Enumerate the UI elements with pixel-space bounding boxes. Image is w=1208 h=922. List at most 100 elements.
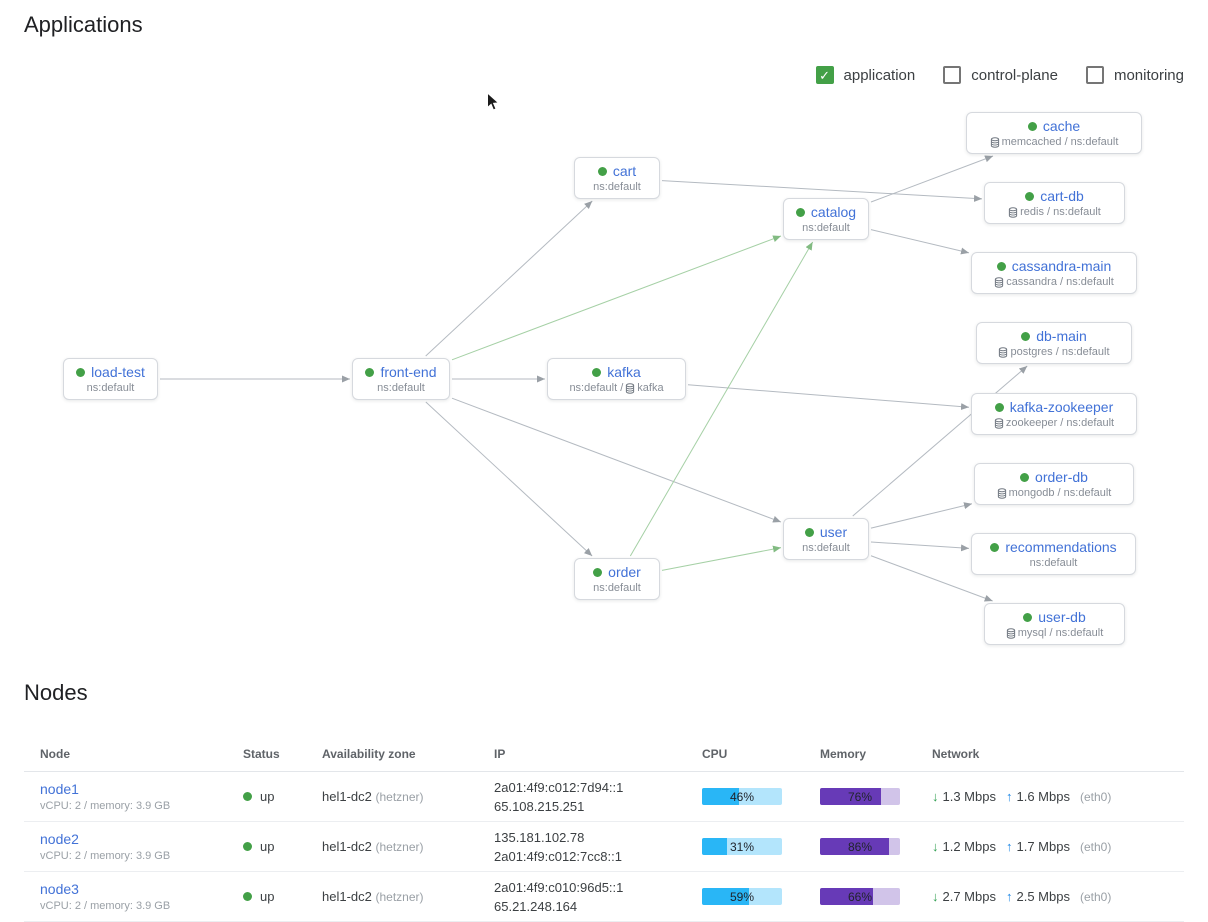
status-dot (1021, 331, 1031, 341)
subtitle-text: memcached / ns:default (1001, 136, 1119, 148)
upload-arrow-icon: ↑ (1005, 789, 1013, 804)
zone-provider: (hetzner) (375, 840, 424, 854)
graph-filters: ✓ application control-plane monitoring (815, 66, 1184, 84)
node-label: front-end (380, 364, 437, 380)
node-label: recommendations (1005, 539, 1117, 555)
graph-node-catalog[interactable]: catalog ns:default (783, 198, 869, 240)
zone-provider: (hetzner) (375, 790, 424, 804)
cpu-bar: 59% (702, 888, 782, 905)
subtitle-text: ns:default (1029, 557, 1078, 569)
checkbox-icon[interactable] (1085, 66, 1104, 84)
bar-percent: 59% (729, 889, 755, 904)
zone-name: hel1-dc2 (322, 789, 376, 804)
download-value: 2.7 Mbps (942, 889, 996, 904)
column-header-cpu: CPU (702, 746, 728, 761)
edge-front-end-order (425, 401, 593, 557)
column-header-network: Network (932, 746, 980, 761)
download-value: 1.3 Mbps (942, 789, 996, 804)
graph-node-recommendations[interactable]: recommendations ns:default (971, 533, 1136, 575)
interface-label: (eth0) (1079, 839, 1112, 854)
status-dot (365, 367, 375, 377)
ip-address: 2a01:4f9:c010:96d5::1 (494, 879, 624, 895)
nodes-table-header: Node Status Availability zone IP CPU Memory Ne… (24, 736, 1184, 772)
node-label: order (608, 564, 641, 580)
filter-application[interactable]: ✓ application (815, 66, 915, 84)
upload-value: 1.6 Mbps (1016, 789, 1070, 804)
download-arrow-icon: ↓ (932, 789, 939, 804)
upload-value: 2.5 Mbps (1016, 889, 1070, 904)
status-dot (804, 527, 814, 537)
upload-arrow-icon: ↑ (1005, 889, 1013, 904)
cpu-bar: 31% (702, 838, 782, 855)
subtitle-text: ns:default (802, 222, 850, 234)
node-title: kafka-zookeeper (994, 399, 1113, 415)
zone-name: hel1-dc2 (322, 889, 376, 904)
bar-fill (820, 838, 889, 855)
filter-monitoring[interactable]: monitoring (1085, 66, 1184, 84)
graph-node-load-test[interactable]: load-test ns:default (63, 358, 158, 400)
status-dot (243, 792, 252, 801)
node-subtitle: cassandra / ns:default (994, 276, 1114, 288)
zone-name: hel1-dc2 (322, 839, 376, 854)
status-dot (990, 542, 1000, 552)
graph-node-cassandra-main[interactable]: cassandra-main cassandra / ns:default (971, 252, 1137, 294)
ip-address: 2a01:4f9:c012:7d94::1 (494, 779, 624, 795)
node-label: cache (1042, 118, 1081, 134)
column-header-ip: IP (494, 746, 506, 761)
node-link[interactable]: node1 (40, 781, 79, 797)
edge-front-end-user (451, 397, 782, 523)
graph-node-user[interactable]: user ns:default (783, 518, 869, 560)
column-header-availability-zone: Availability zone (322, 746, 416, 761)
subtitle-text: ns:default (593, 181, 641, 193)
node-link[interactable]: node3 (40, 881, 79, 897)
graph-node-kafka[interactable]: kafka ns:default / kafka (547, 358, 686, 400)
subtitle-text: cassandra / ns:default (1006, 276, 1114, 288)
node-cell: node1 vCPU: 2 / memory: 3.9 GB (24, 781, 227, 812)
ip-cell: 135.181.102.78 2a01:4f9:c012:7cc8::1 (478, 828, 686, 866)
checkbox-icon[interactable] (943, 66, 962, 84)
ip-address: 65.108.215.251 (494, 798, 585, 814)
cpu-cell: 31% (686, 838, 804, 855)
ip-address: 135.181.102.78 (494, 829, 585, 845)
graph-node-cart-db[interactable]: cart-db redis / ns:default (984, 182, 1125, 224)
graph-node-user-db[interactable]: user-db mysql / ns:default (984, 603, 1125, 645)
node-label: cassandra-main (1011, 258, 1112, 274)
nodes-table: Node Status Availability zone IP CPU Memory Ne… (24, 736, 1184, 922)
zone-cell: hel1-dc2 (hetzner) (306, 889, 478, 904)
graph-node-front-end[interactable]: front-end ns:default (352, 358, 450, 400)
node-link[interactable]: node2 (40, 831, 79, 847)
node-title: db-main (1021, 328, 1087, 344)
graph-node-kafka-zookeeper[interactable]: kafka-zookeeper zookeeper / ns:default (971, 393, 1137, 435)
edge-kafka-kafka-zookeeper (687, 384, 970, 411)
zone-cell: hel1-dc2 (hetzner) (306, 789, 478, 804)
mouse-cursor (486, 91, 501, 118)
node-title: user (804, 524, 847, 540)
graph-node-order[interactable]: order ns:default (574, 558, 660, 600)
bar-fill (820, 888, 873, 905)
subtitle-text: mongodb / ns:default (1008, 487, 1112, 499)
cpu-bar: 46% (702, 788, 782, 805)
database-icon (997, 487, 1007, 499)
filter-control-plane[interactable]: control-plane (943, 66, 1058, 84)
graph-node-db-main[interactable]: db-main postgres / ns:default (976, 322, 1132, 364)
node-subtitle: zookeeper / ns:default (994, 417, 1114, 429)
bar-percent: 46% (729, 789, 755, 804)
node-label: user-db (1038, 609, 1086, 625)
node-subtitle: ns:default (1030, 557, 1078, 569)
cpu-cell: 46% (686, 788, 804, 805)
subtitle-text: ns:default (86, 382, 135, 394)
checkbox-icon[interactable]: ✓ (815, 66, 834, 84)
graph-node-order-db[interactable]: order-db mongodb / ns:default (974, 463, 1134, 505)
interface-label: (eth0) (1079, 889, 1112, 904)
graph-node-cart[interactable]: cart ns:default (574, 157, 660, 199)
node-subtitle: redis / ns:default (1008, 206, 1101, 218)
status-text: up (260, 889, 275, 904)
subtitle-text: kafka (637, 382, 664, 394)
edge-catalog-cache (870, 155, 994, 203)
edge-cart-cart-db (661, 180, 983, 202)
graph-node-cache[interactable]: cache memcached / ns:default (966, 112, 1142, 154)
memory-cell: 66% (804, 888, 916, 905)
subtitle-text: ns:default (593, 582, 641, 594)
status-dot (593, 567, 603, 577)
